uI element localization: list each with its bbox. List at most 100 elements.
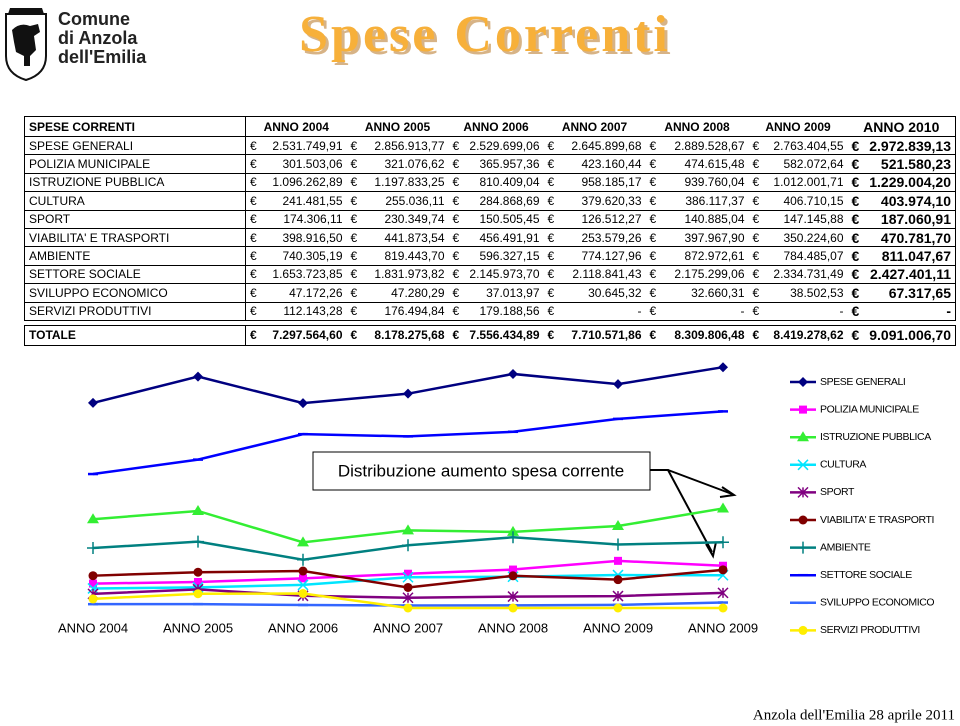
amount: 8.178.275,68	[374, 328, 445, 343]
marker	[508, 368, 518, 379]
marker	[89, 579, 97, 588]
marker	[508, 571, 518, 581]
marker	[297, 553, 309, 566]
amount: 126.512,27	[581, 212, 642, 227]
header-cell: ANNO 2009	[748, 116, 848, 137]
value-cell: €7.556.434,89	[448, 324, 544, 346]
currency: €	[649, 175, 657, 190]
marker	[192, 504, 204, 515]
amount: 2.145.973,70	[469, 267, 540, 282]
currency: €	[649, 193, 657, 208]
marker	[402, 539, 414, 552]
amount: 2.427.401,11	[870, 266, 951, 283]
cell-content: €1.653.723,85	[250, 267, 343, 281]
amount: 1.096.262,89	[272, 175, 343, 190]
currency: €	[250, 193, 257, 208]
value-cell: €872.972,61	[645, 246, 749, 266]
amount: 386.117,37	[685, 193, 745, 208]
currency: €	[851, 211, 860, 228]
value-cell: €423.160,44	[543, 154, 646, 174]
cell-content: €112.143,28	[250, 304, 343, 318]
value-cell: €30.645,32	[543, 283, 646, 303]
value-cell: €2.145.973,70	[448, 264, 544, 285]
cell-content: €255.036,11	[351, 194, 445, 208]
header-cell: ANNO 2008	[645, 116, 749, 137]
cell-content: €1.197.833,25	[351, 175, 445, 189]
cell-content: €8.178.275,68	[351, 328, 445, 342]
cell-content: €379.620,33	[548, 194, 642, 208]
cell-content: €8.419.278,62	[753, 328, 844, 342]
amount: 2.645.899,68	[571, 138, 642, 153]
currency: €	[250, 157, 257, 172]
marker	[717, 587, 729, 599]
cell-content: €179.188,56	[453, 304, 540, 318]
amount: 253.579,26	[581, 230, 642, 245]
currency: €	[452, 267, 460, 282]
marker	[194, 577, 202, 586]
marker	[614, 556, 622, 565]
row-label: ISTRUZIONE PUBBLICA	[24, 172, 246, 193]
amount: 379.620,33	[581, 193, 642, 208]
logo-emblem	[5, 8, 47, 82]
currency: €	[350, 157, 358, 172]
table-row: POLIZIA MUNICIPALE €301.503,06 €321.076,62…	[24, 154, 956, 174]
value-cell: €47.172,26	[245, 283, 347, 303]
cell-content: €872.972,61	[650, 249, 745, 263]
value-cell: €230.349,74	[346, 209, 449, 229]
currency: €	[452, 328, 460, 343]
row-label: SPORT	[24, 209, 246, 229]
marker	[798, 625, 808, 635]
amount: 398.916,50	[282, 230, 343, 245]
marker	[404, 569, 412, 578]
cell-content: €9.091.006,70	[852, 327, 952, 343]
amount: 1.831.973,82	[374, 267, 445, 282]
amount: 255.036,11	[385, 193, 445, 208]
header-cell: ANNO 2010	[847, 116, 956, 137]
currency: €	[350, 138, 358, 153]
value-cell: €2.531.749,91	[245, 135, 347, 156]
cell-content: €596.327,15	[453, 249, 540, 263]
currency: €	[350, 285, 358, 300]
currency: €	[350, 249, 358, 264]
expense-table: SPESE CORRENTI ANNO 2004 ANNO 2005 ANNO 200…	[24, 116, 956, 346]
logo-text: dell'Emilia	[58, 47, 147, 67]
amount: 872.972,61	[684, 249, 745, 264]
amount: 1.229.004,20	[869, 174, 951, 191]
currency: €	[250, 249, 257, 264]
cell-content: €958.185,17	[548, 175, 642, 189]
cell-content: €774.127,96	[548, 249, 642, 263]
amount: 2.118.841,43	[572, 267, 642, 282]
marker	[612, 590, 624, 602]
currency: €	[547, 267, 555, 282]
marker	[612, 538, 624, 551]
currency: €	[752, 230, 760, 245]
marker	[87, 513, 99, 524]
cell-content: €939.760,04	[650, 175, 745, 189]
amount: 67.317,65	[888, 284, 951, 301]
marker	[87, 542, 99, 555]
title-shadow: Spese Correnti	[302, 9, 674, 66]
currency: €	[452, 249, 460, 264]
value-cell: €255.036,11	[346, 191, 449, 211]
cell-content: €810.409,04	[453, 175, 540, 189]
marker	[507, 531, 519, 544]
value-cell: €406.710,15	[748, 191, 848, 211]
value-cell: €2.427.401,11	[847, 264, 956, 285]
marker	[612, 520, 624, 531]
currency: €	[649, 267, 657, 282]
currency: €	[350, 193, 358, 208]
value-cell: €241.481,55	[245, 191, 347, 211]
cell-content: €150.505,45	[453, 212, 540, 226]
currency: €	[547, 285, 555, 300]
currency: €	[851, 137, 860, 154]
currency: €	[250, 267, 257, 282]
marker	[717, 502, 729, 513]
amount: 397.967,90	[684, 230, 745, 245]
amount: 939.760,04	[684, 175, 745, 190]
marker	[797, 431, 809, 442]
cell-content: €7.710.571,86	[548, 328, 642, 342]
table-row: SPORT €174.306,11 €230.349,74 €150.505,45 €1…	[24, 209, 956, 229]
amount: 456.491,91	[479, 230, 540, 245]
cell-content: €740.305,19	[250, 249, 343, 263]
